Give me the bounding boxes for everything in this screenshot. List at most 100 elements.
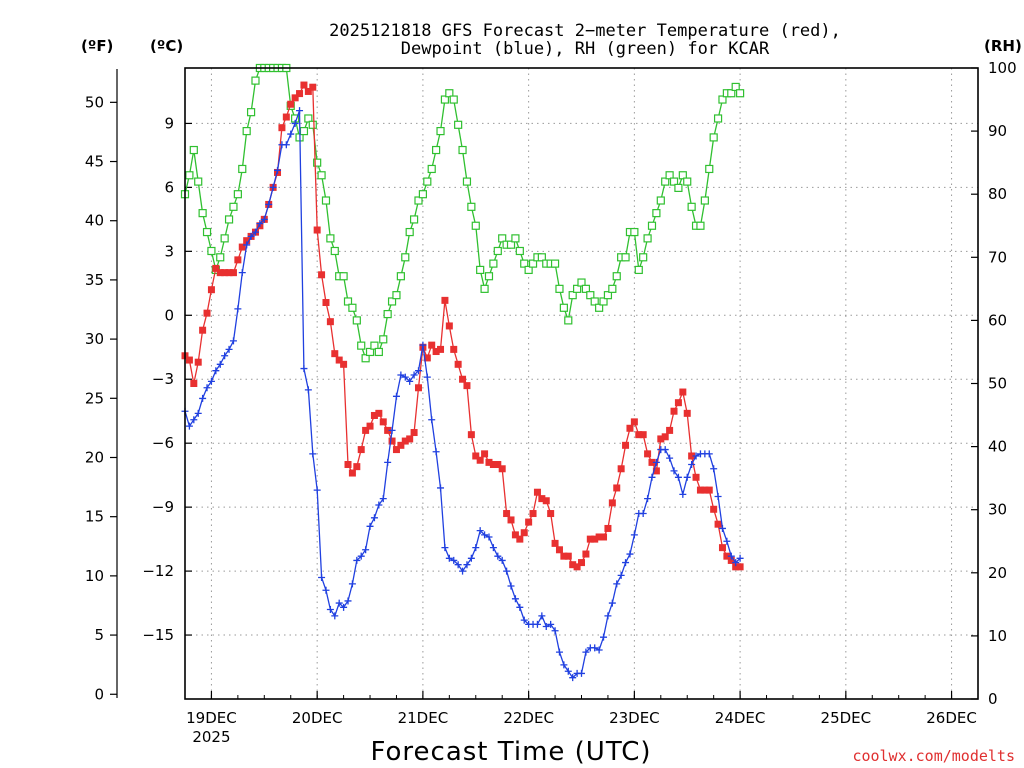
dewpoint-point [723,537,731,545]
temperature-point [185,356,193,364]
dewpoint-point [613,580,621,588]
rh-point [317,171,326,180]
temperature-point [335,356,343,364]
dewpoint-point [683,473,691,481]
dewpoint-point [322,586,330,594]
rh-point [696,221,705,230]
temperature-point [225,269,233,277]
temperature-point [696,486,704,494]
rh-point [405,227,414,237]
dewpoint-point [661,446,669,454]
temperature-point [520,529,528,537]
celsius-tick-label: −3 [152,370,174,388]
temperature-point [190,380,198,387]
rh-point [233,190,242,199]
temperature-point [313,226,321,234]
temperature-point [551,539,559,547]
temperature-point [564,552,572,560]
dewpoint-point [375,501,383,509]
fahrenheit-tick-label: 45 [85,153,104,171]
rh-point [572,284,582,293]
dewpoint-point [441,544,449,552]
time-tick-label: 26DEC [926,709,977,727]
dewpoint-point [207,377,215,385]
rh-point [718,95,727,104]
dewpoint-point [185,422,193,430]
dewpoint-point [419,341,427,349]
temperature-point [476,456,484,464]
temperature-point [463,382,471,390]
fahrenheit-tick-label: 20 [85,448,104,466]
temperature-point [216,269,224,277]
temperature-point [392,446,400,454]
temperature-point [600,533,608,541]
rh-point [202,227,212,237]
temperature-point [494,461,502,469]
rh-point [220,234,229,243]
temperature-point [450,345,458,353]
dewpoint-point [296,107,304,115]
temperature-point [370,411,378,419]
temperature-point [348,469,356,477]
temperature-point [489,461,497,469]
dewpoint-point [591,644,599,652]
plot-frame [184,67,979,700]
rh-point [586,291,595,300]
dewpoint-point [608,599,616,607]
dewpoint-point [705,450,713,458]
rh-tick-label: 50 [988,375,1007,393]
rh-point [634,265,643,275]
rh-point [603,291,613,300]
dewpoint-point [269,183,277,191]
dewpoint-point [459,567,467,575]
temperature-point [736,563,744,571]
celsius-unit-label: (ºC) [150,37,183,55]
rh-point [308,120,317,129]
rh-point [608,284,617,293]
temperature-point [243,237,251,245]
rh-point [396,272,405,281]
rh-point [590,297,599,306]
dewpoint-point [432,448,440,456]
rh-point [506,240,516,249]
temperature-point [683,409,691,417]
temperature-point [353,463,361,471]
celsius-tick-label: −15 [142,626,174,644]
temperature-point [692,473,700,481]
rh-point [357,341,366,350]
dewpoint-point [388,426,396,434]
rh-point [621,253,630,262]
rh-point [656,196,665,205]
temperature-point [674,399,682,407]
temperature-point [388,437,396,445]
temperature-point [727,556,735,564]
dewpoint-point [428,416,436,424]
temperature-point [666,426,674,434]
temperature-point [212,264,220,272]
rh-point [374,347,383,357]
temperature-point [613,484,621,492]
temperature-point [630,418,638,426]
rh-point [454,120,463,129]
dewpoint-point [679,490,687,498]
dewpoint-point [578,669,585,677]
rh-unit-label: (RH) [984,37,1022,55]
temperature-point [318,271,326,279]
temperature-point [617,465,625,473]
temperature-point [560,552,568,560]
dewpoint-point [397,371,405,379]
dewpoint-point [313,486,321,494]
temperature-point [362,426,370,434]
temperature-point [445,322,453,330]
temperature-point [723,552,731,560]
rh-point [705,164,714,174]
temperature-point [657,435,665,443]
rh-point [189,145,198,155]
fahrenheit-tick-label: 50 [85,93,104,111]
dewpoint-point [454,561,462,569]
dewpoint-point [476,527,484,535]
dewpoint-point [507,582,515,590]
temperature-point [635,431,643,439]
temperature-point [670,407,678,415]
dewpoint-point [489,544,497,552]
